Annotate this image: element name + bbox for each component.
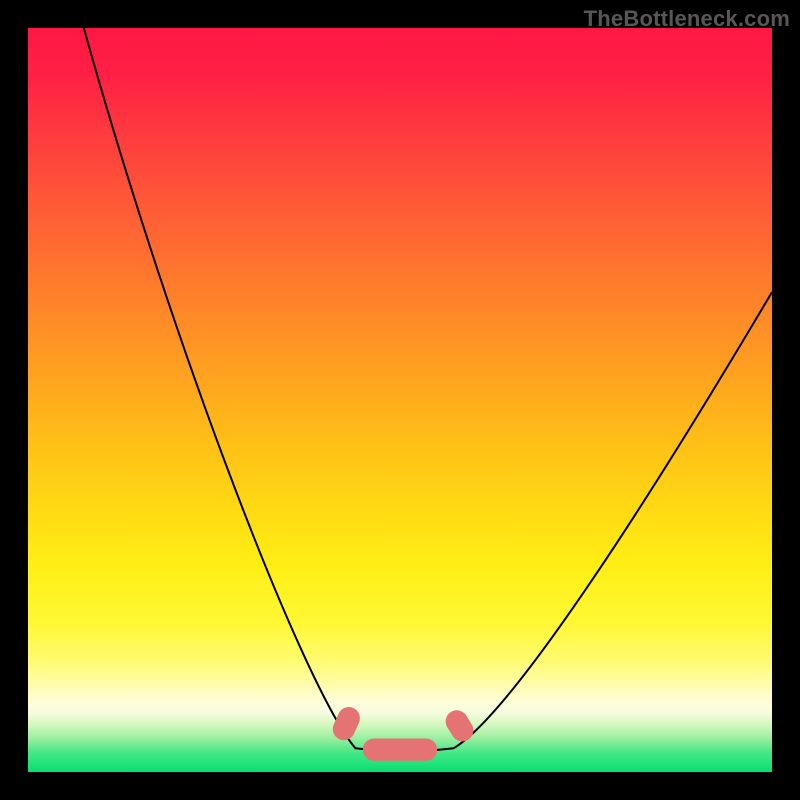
plot-svg [28,28,772,772]
plot-area [28,28,772,772]
curve-bump [363,739,437,761]
chart-frame: TheBottleneck.com [0,0,800,800]
watermark-text: TheBottleneck.com [584,6,790,32]
gradient-background [28,28,772,772]
